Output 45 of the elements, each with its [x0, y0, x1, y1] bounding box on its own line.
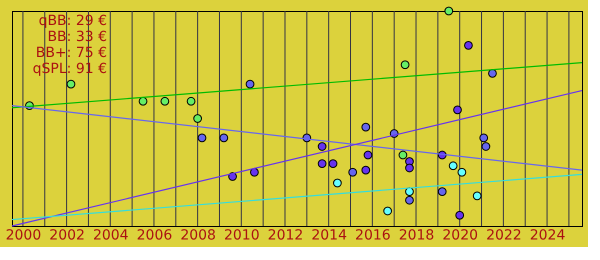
x-tick-label: 2018 — [398, 228, 434, 244]
x-tick-label: 2008 — [180, 228, 216, 244]
point — [464, 41, 473, 50]
point — [455, 210, 464, 220]
point — [160, 96, 170, 106]
point — [198, 133, 206, 142]
x-tick-label: 2020 — [442, 228, 478, 244]
point — [318, 159, 326, 168]
point — [66, 80, 76, 88]
point — [361, 166, 370, 174]
point — [405, 196, 414, 205]
x-tick-label: 2004 — [92, 228, 129, 244]
point — [438, 187, 447, 196]
point — [482, 142, 490, 151]
point — [348, 168, 358, 177]
point — [400, 60, 410, 70]
x-tick-label: 2012 — [268, 228, 304, 244]
x-tick-label: 2006 — [136, 228, 172, 244]
x-tick-label: 2000 — [6, 228, 42, 244]
point — [398, 150, 408, 160]
x-tick-label: 2022 — [486, 228, 522, 244]
x-tick-label: 2024 — [530, 228, 566, 244]
point — [383, 206, 392, 216]
point — [193, 114, 202, 123]
point — [250, 168, 259, 177]
point — [328, 159, 338, 168]
x-tick-label: 2002 — [49, 228, 85, 244]
point — [453, 106, 462, 114]
x-tick-label: 2010 — [224, 228, 260, 244]
point — [318, 142, 326, 151]
point — [186, 96, 196, 106]
point — [405, 164, 414, 172]
point — [138, 96, 148, 106]
point — [246, 80, 254, 88]
point — [361, 122, 370, 132]
point — [219, 133, 228, 142]
point — [333, 178, 342, 188]
point — [364, 150, 372, 160]
point — [444, 6, 454, 16]
point — [448, 161, 458, 170]
point — [458, 168, 466, 177]
x-tick-label: 2016 — [355, 228, 391, 244]
x-tick-label: 2014 — [311, 228, 348, 244]
point — [472, 192, 482, 200]
point — [479, 133, 488, 142]
